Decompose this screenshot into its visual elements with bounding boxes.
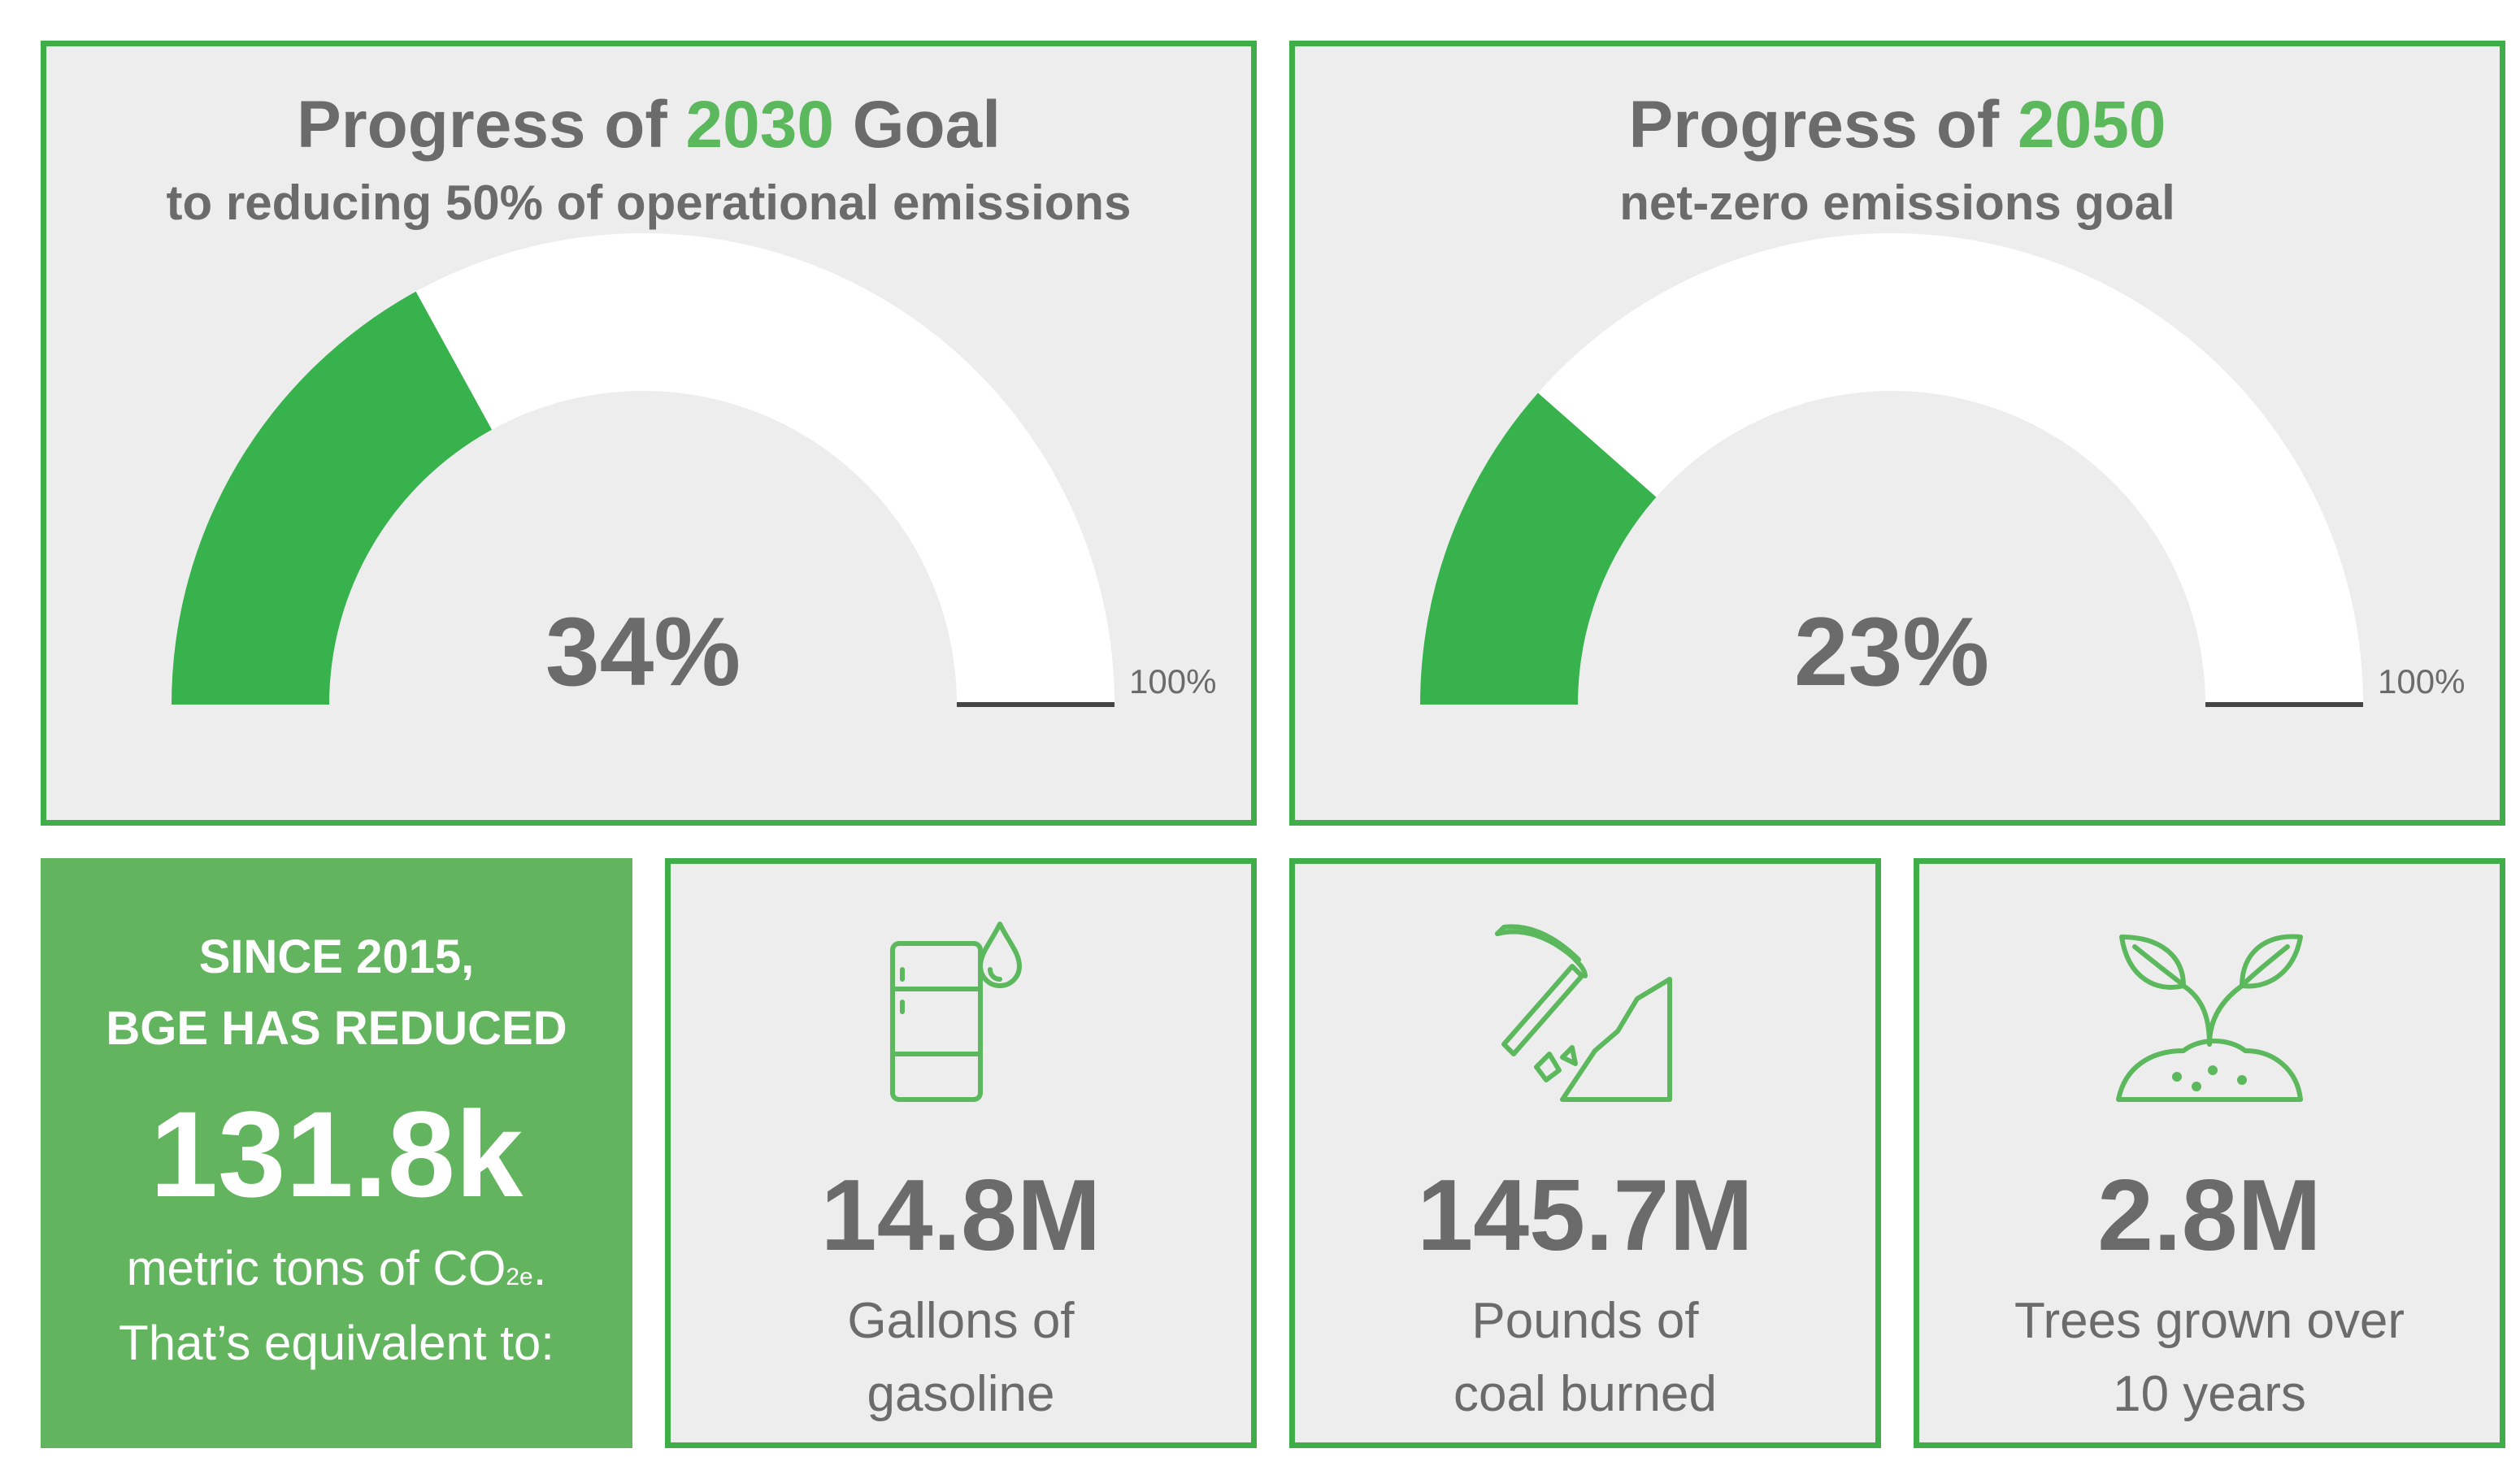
stat-label-line-1: Gallons of — [847, 1293, 1075, 1349]
gauge-title: Progress of 2050 — [1295, 85, 2500, 165]
oil-barrel-icon — [671, 921, 1251, 1116]
stat-card-coal: 145.7M Pounds of coal burned — [1289, 858, 1881, 1448]
gauge-track — [1420, 233, 2363, 705]
summary-line-1: SINCE 2015, — [198, 930, 475, 983]
gauge-panel-2030: Progress of 2030 Goal to reducing 50% of… — [41, 41, 1257, 826]
title-prefix: Progress of — [297, 88, 667, 162]
stat-value: 145.7M — [1417, 1160, 1753, 1272]
stat-value: 14.8M — [820, 1160, 1101, 1272]
stat-label-line-2: coal burned — [1453, 1366, 1718, 1422]
gauge-fill — [172, 291, 493, 705]
stat-card-trees: 2.8M Trees grown over 10 years — [1914, 858, 2505, 1448]
gauge-value-label: 23% — [1794, 597, 1989, 706]
gauge-chart: 34% 100% — [172, 233, 1216, 707]
title-prefix: Progress of — [1628, 88, 2000, 162]
summary-line-2: BGE HAS REDUCED — [106, 1002, 567, 1055]
stat-label-line-1: Pounds of — [1471, 1293, 1699, 1349]
gauge-value-label: 34% — [545, 597, 741, 706]
summary-text-1: metric tons of CO2e. — [41, 1240, 632, 1296]
summary-number: 131.8k — [150, 1086, 524, 1222]
gauge-max-label: 100% — [2378, 662, 2465, 700]
gauge-chart: 23% 100% — [1420, 233, 2465, 707]
stat-label-line-2: gasoline — [867, 1366, 1055, 1422]
title-year: 2050 — [2018, 88, 2166, 162]
gauge-panel-2050: Progress of 2050 net-zero emissions goal… — [1289, 41, 2505, 826]
summary-text-end: . — [532, 1241, 547, 1295]
summary-text-main: metric tons of CO — [126, 1241, 506, 1295]
stat-label: Trees grown over 10 years — [1919, 1285, 2500, 1431]
stat-value: 2.8M — [2097, 1160, 2322, 1272]
gauge-fill — [1420, 393, 1657, 705]
summary-text-2: That’s equivalent to: — [119, 1316, 554, 1370]
stat-label: Gallons of gasoline — [671, 1285, 1251, 1431]
coal-mining-icon — [1295, 921, 1875, 1116]
gauge-subtitle: net-zero emissions goal — [1619, 176, 2175, 230]
title-suffix: Goal — [852, 88, 1001, 162]
stat-card-gasoline: 14.8M Gallons of gasoline — [665, 858, 1257, 1448]
stat-label-line-1: Trees grown over — [2014, 1293, 2405, 1349]
sprout-icon — [1919, 921, 2500, 1116]
gauge-max-label: 100% — [1129, 662, 1216, 700]
gauge-title: Progress of 2030 Goal — [46, 85, 1251, 165]
stat-label: Pounds of coal burned — [1295, 1285, 1875, 1431]
summary-text-subscript: 2e — [506, 1264, 533, 1290]
summary-box: SINCE 2015, BGE HAS REDUCED 131.8k metri… — [41, 858, 632, 1448]
gauge-subtitle: to reducing 50% of operational emissions — [166, 176, 1132, 230]
stat-label-line-2: 10 years — [2113, 1366, 2306, 1422]
title-year: 2030 — [685, 88, 834, 162]
